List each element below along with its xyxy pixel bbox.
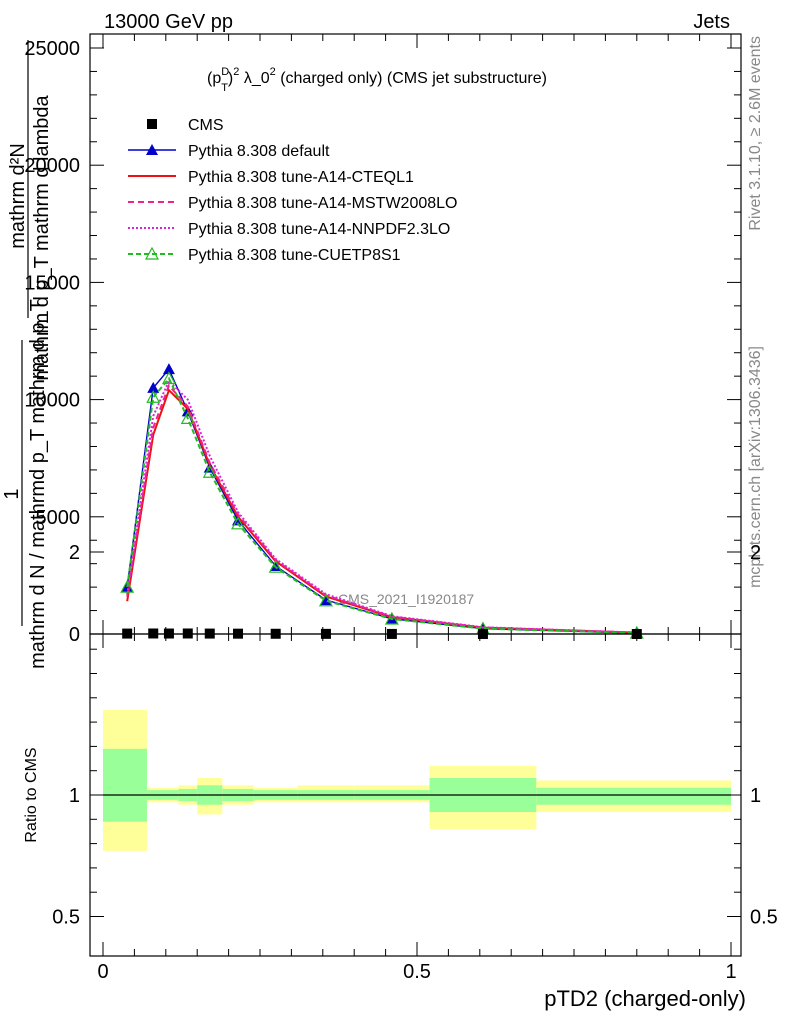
main-y-tick-label: 20000 [24, 155, 80, 177]
main-y-tick-label: 0 [69, 624, 80, 646]
main-y-ticks: 0 5000 10000 15000 20000 25000 [24, 38, 741, 646]
ratio-y-tick-label-right: 0.5 [750, 907, 778, 929]
x-tick-label: 1 [725, 961, 736, 983]
ratio-plot: 0.5 0.51 12 2 0 0.5 1 Ratio to CMS pTD2 (char… [23, 542, 778, 1011]
legend-label: Pythia 8.308 tune-A14-NNPDF2.3LO [188, 221, 450, 238]
y-label-top-mid: mathrm d p_T mathrm d lambda [31, 94, 53, 380]
main-y-tick-label: 25000 [24, 38, 80, 60]
data-point [120, 579, 135, 593]
ratio-y-tick-label-right: 1 [750, 785, 761, 807]
data-point [269, 560, 282, 572]
legend-label: Pythia 8.308 tune-A14-MSTW2008LO [188, 195, 457, 212]
x-tick-label: 0.5 [403, 961, 431, 983]
title-sub-t: T [221, 82, 228, 94]
legend-label: Pythia 8.308 default [188, 143, 330, 160]
title-part-b: ) [228, 70, 233, 87]
ratio-y-label: Ratio to CMS [23, 747, 40, 842]
x-axis-label: pTD2 (charged-only) [544, 986, 746, 1011]
ratio-x-ticks: 0 0.5 1 [97, 634, 737, 983]
ratio-y-tick-label: 0.5 [52, 907, 80, 929]
series-4 [126, 379, 637, 634]
chart-title: (pD T)2 λ_02 (charged only) (CMS jet subs… [207, 66, 547, 94]
ratio-y-tick-label-right: 2 [750, 542, 761, 564]
rivet-label: Rivet 3.1.10, ≥ 2.6M events [747, 36, 764, 231]
main-y-tick-label: 5000 [36, 507, 81, 529]
legend-label: Pythia 8.308 tune-A14-CTEQL1 [188, 169, 414, 186]
main-plot: 0 5000 10000 15000 20000 25000 CMS_2021_I1920… [1, 33, 742, 669]
data-point [384, 611, 399, 625]
ratio-band-inner [103, 748, 147, 822]
y-label-top: mathrm d²N [7, 143, 29, 249]
legend-marker [146, 144, 158, 155]
data-point [146, 390, 161, 403]
legend: CMS Pythia 8.308 default Pythia 8.308 tune… [128, 117, 457, 264]
data-point [162, 363, 175, 375]
title-part-c: λ_0 [239, 70, 269, 87]
legend-marker [147, 119, 157, 129]
main-y-tick-label: 10000 [24, 390, 80, 412]
ratio-y-ticks: 0.5 0.5 1 1 2 2 [52, 542, 778, 929]
title-part-a: (p [207, 70, 221, 87]
data-point [268, 559, 283, 573]
main-y-tick-label: 15000 [24, 272, 80, 294]
ratio-y-tick-label: 1 [69, 785, 80, 807]
ratio-bands [103, 709, 731, 851]
y-label-one: 1 [1, 488, 23, 499]
title-part-d: (charged only) (CMS jet substructure) [276, 70, 547, 87]
series-line [126, 379, 637, 634]
series-3 [126, 383, 637, 634]
mcplots-label: mcplots.cern.ch [arXiv:1306.3436] [747, 346, 764, 588]
data-point [202, 465, 217, 478]
x-tick-label: 0 [97, 961, 108, 983]
main-x-ticks [102, 34, 732, 634]
title-sup-d: D [221, 66, 229, 78]
legend-marker [144, 246, 160, 260]
data-point [161, 371, 176, 385]
header-left: 13000 GeV pp [104, 11, 233, 33]
ratio-band-inner [536, 787, 731, 805]
data-point [180, 411, 195, 424]
series-line [126, 383, 637, 634]
header-right: Jets [693, 11, 730, 33]
series-line [126, 376, 637, 635]
ratio-y-tick-label: 2 [69, 542, 80, 564]
legend-label: Pythia 8.308 tune-CUETP8S1 [188, 247, 401, 264]
legend-label: CMS [188, 117, 224, 134]
title-sup-2b: 2 [270, 66, 276, 78]
data-point [318, 593, 333, 607]
y-label-bottom: mathrm d N / mathrmd p_T mathrm d p_T [27, 299, 49, 669]
watermark: CMS_2021_I1920187 [338, 591, 474, 607]
data-point [231, 516, 246, 530]
main-y-label: mathrm d²N mathrm d p_T mathrm d lambda … [1, 40, 53, 669]
title-sup-2a: 2 [233, 66, 239, 78]
data-point [147, 381, 160, 393]
